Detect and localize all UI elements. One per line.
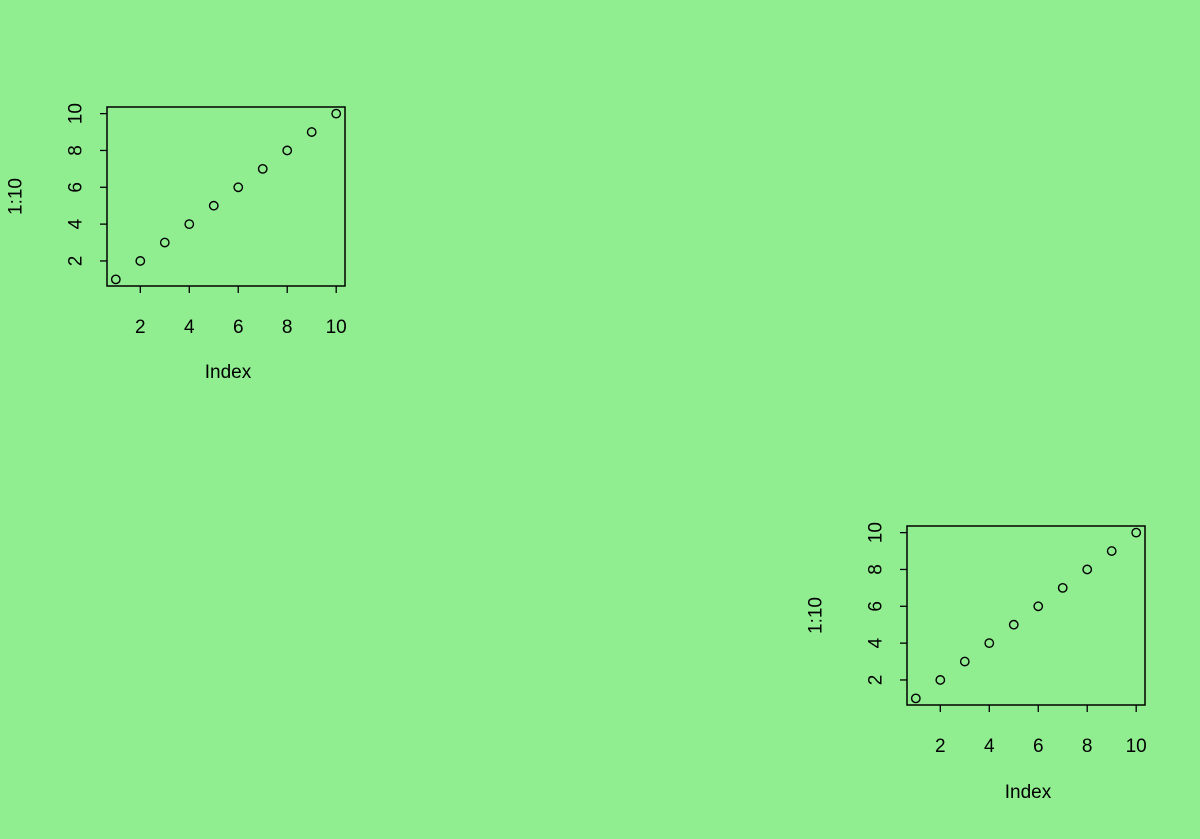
plot-frame bbox=[106, 106, 346, 287]
y-tick-label: 4 bbox=[66, 218, 87, 229]
x-tick-label: 2 bbox=[135, 317, 146, 338]
data-point bbox=[935, 675, 946, 685]
y-tick-label: 2 bbox=[66, 256, 87, 267]
x-tick-label: 2 bbox=[935, 736, 946, 757]
data-point bbox=[159, 237, 170, 248]
y-axis-label: 1:10 bbox=[806, 597, 827, 634]
data-point bbox=[110, 274, 121, 285]
x-tick-label: 6 bbox=[233, 317, 244, 338]
y-axis-label: 1:10 bbox=[6, 178, 27, 215]
data-point bbox=[959, 656, 970, 667]
x-tick-label: 8 bbox=[282, 317, 293, 338]
x-tick-label: 4 bbox=[184, 317, 195, 338]
x-tick-label: 10 bbox=[326, 317, 347, 338]
data-point bbox=[135, 256, 146, 266]
data-point bbox=[306, 127, 317, 137]
x-axis-label: Index bbox=[205, 362, 252, 383]
data-point bbox=[331, 108, 342, 119]
x-tick-label: 4 bbox=[984, 736, 995, 757]
y-tick-label: 8 bbox=[866, 564, 887, 575]
scatter-chart-1: 2 4 6 8 10 2 4 6 8 10 Index 1:10 bbox=[6, 103, 347, 383]
data-point bbox=[1106, 546, 1117, 556]
data-point bbox=[1057, 582, 1068, 593]
data-point bbox=[233, 182, 244, 193]
scatter-chart-2: 2 4 6 8 10 2 4 6 8 10 Index 1:10 bbox=[806, 522, 1147, 803]
y-tick-label: 10 bbox=[66, 103, 87, 124]
x-tick-label: 10 bbox=[1126, 736, 1147, 757]
plot-frame bbox=[906, 525, 1146, 706]
data-point bbox=[184, 219, 195, 230]
y-tick-label: 6 bbox=[866, 601, 887, 612]
data-point bbox=[1131, 527, 1142, 538]
data-point bbox=[1008, 619, 1019, 630]
y-tick-label: 6 bbox=[66, 182, 87, 193]
x-axis-label: Index bbox=[1005, 782, 1052, 803]
data-point bbox=[910, 693, 921, 704]
x-tick-label: 6 bbox=[1033, 736, 1044, 757]
y-tick-label: 4 bbox=[866, 637, 887, 648]
data-point bbox=[1033, 601, 1044, 612]
data-point bbox=[282, 145, 293, 156]
data-point bbox=[984, 638, 995, 649]
y-tick-label: 2 bbox=[866, 675, 887, 686]
data-point bbox=[257, 163, 268, 174]
data-point bbox=[1082, 564, 1093, 575]
x-tick-label: 8 bbox=[1082, 736, 1093, 757]
y-tick-label: 8 bbox=[66, 145, 87, 156]
y-tick-label: 10 bbox=[866, 522, 887, 543]
data-point bbox=[208, 200, 219, 211]
